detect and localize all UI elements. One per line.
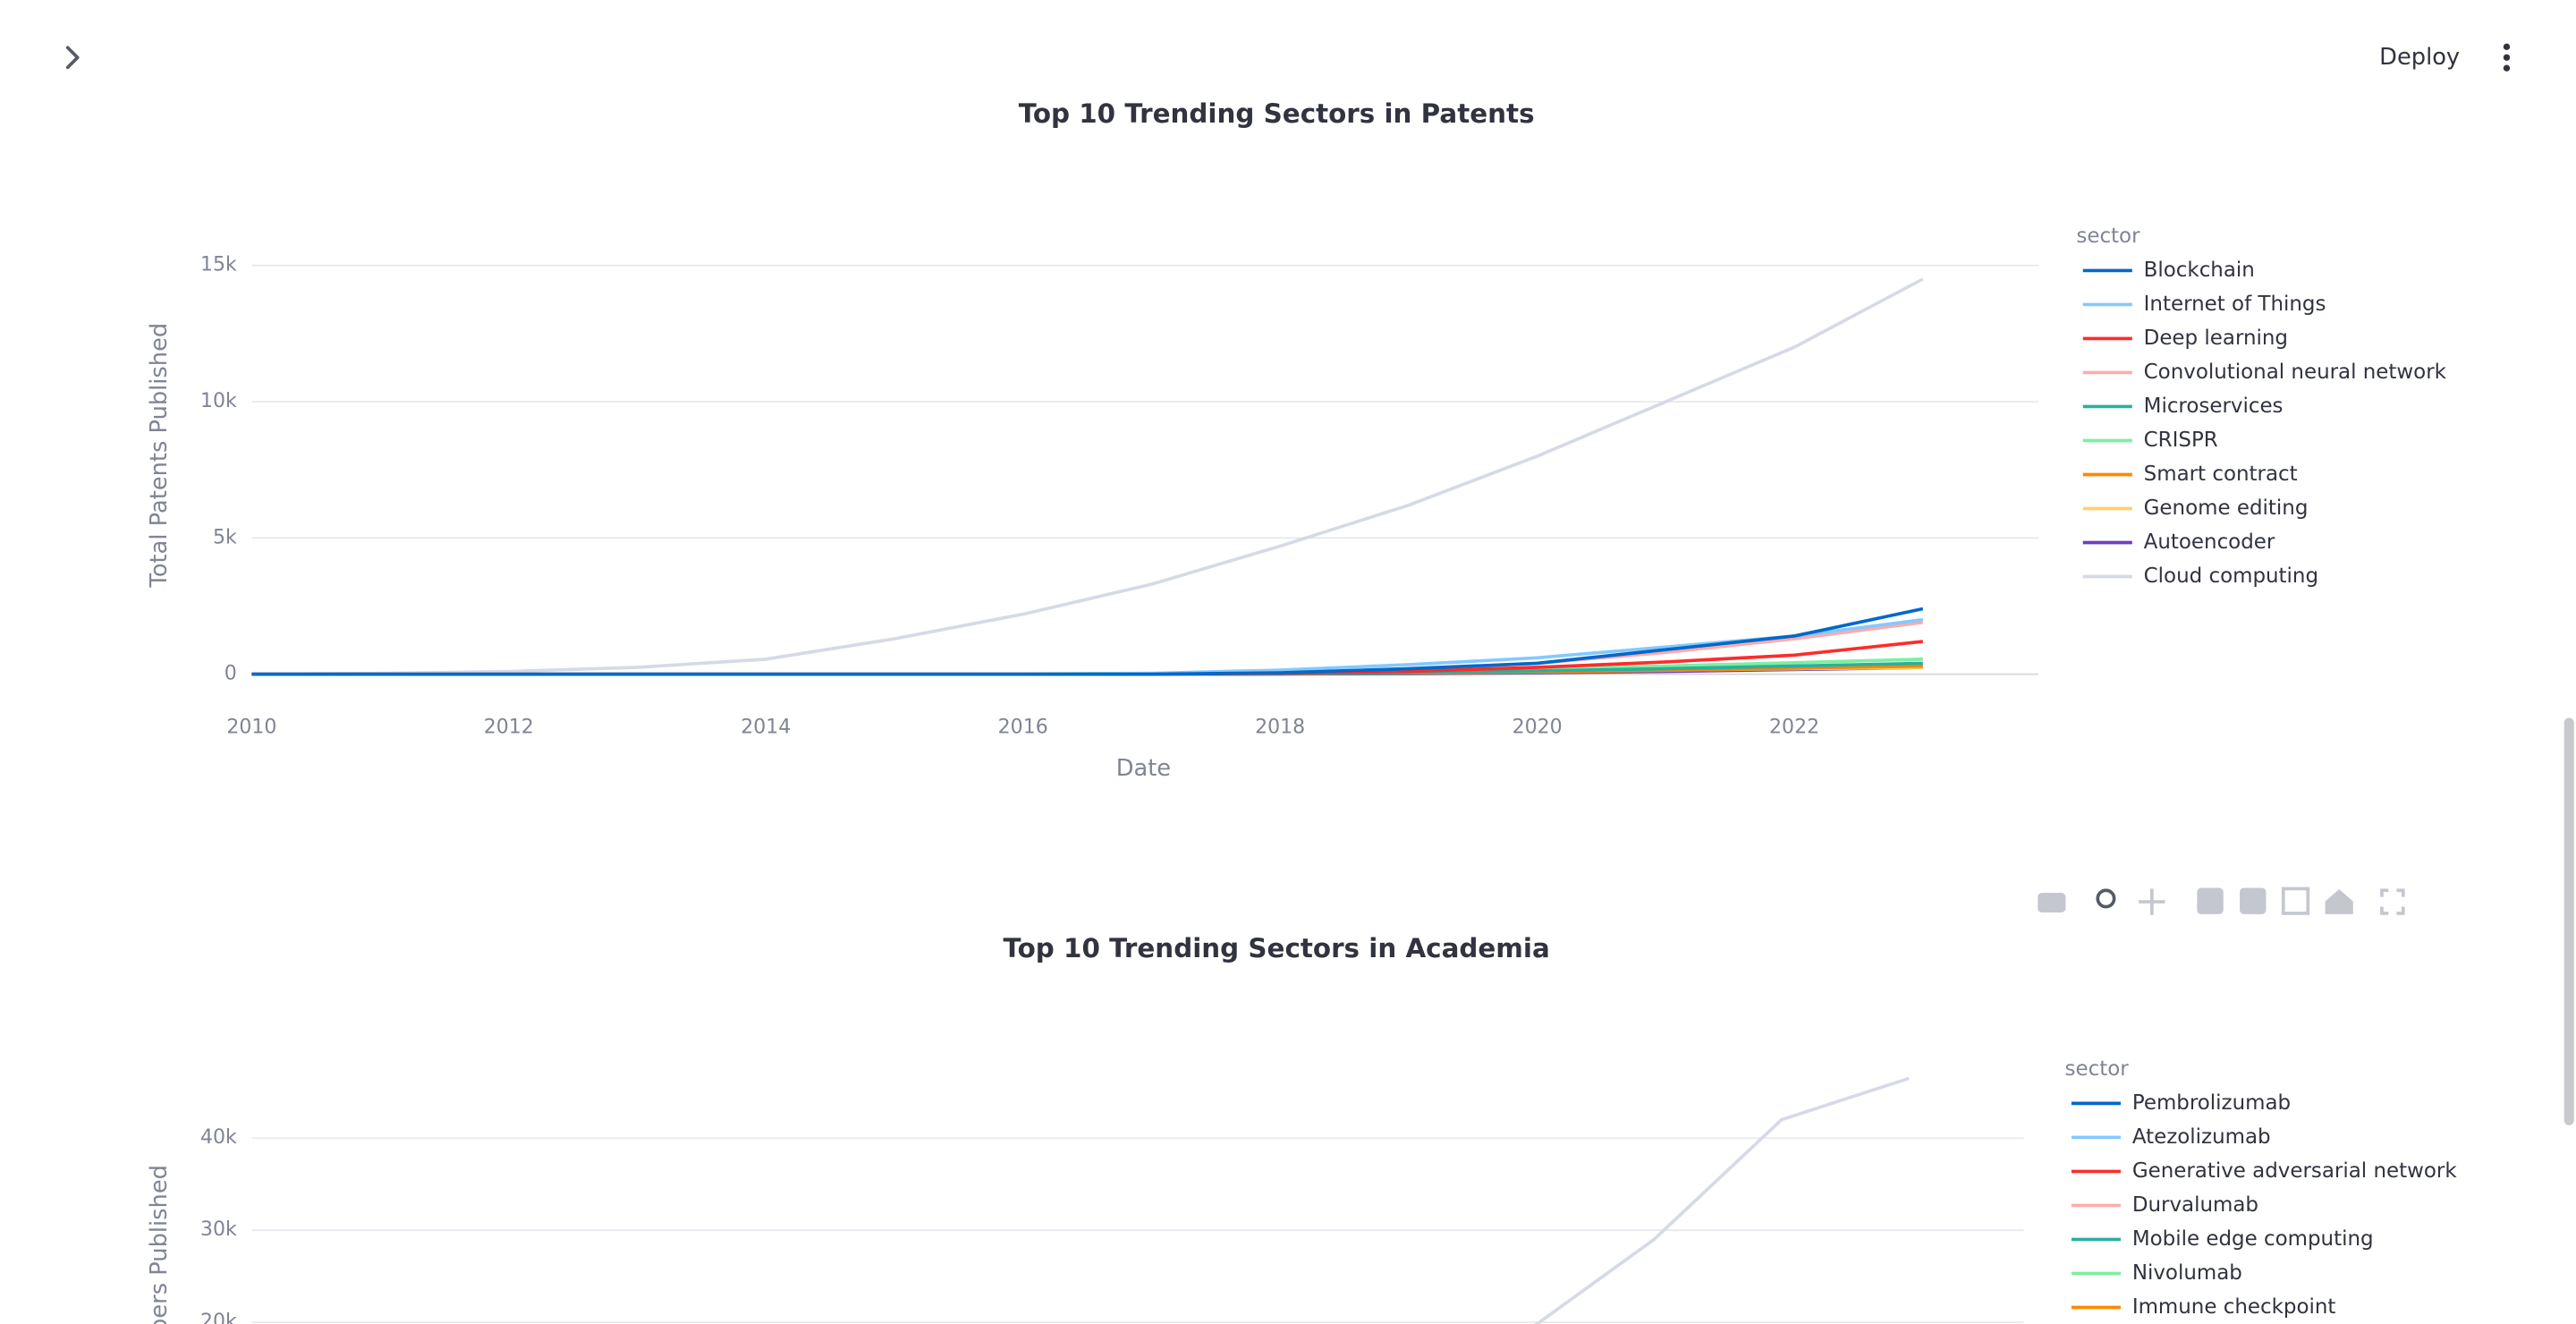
chart: Top 10 Trending Sectors in Academia010k2… xyxy=(146,933,2457,1324)
x-axis-title: Date xyxy=(1116,755,1171,782)
x-tick-label: 2014 xyxy=(741,716,791,738)
legend-label: Atezolizumab xyxy=(2132,1125,2271,1149)
legend-label: Microservices xyxy=(2144,395,2284,418)
chart: Top 10 Trending Sectors in Patents 0 5k 10k… xyxy=(146,98,2447,782)
y-tick-label: 0 xyxy=(225,663,237,685)
y-axis-title: Total Patents Published xyxy=(146,323,173,589)
chart-toolbar xyxy=(2038,887,2405,915)
series-line xyxy=(251,277,1924,676)
x-tick-label: 2012 xyxy=(484,716,534,738)
legend-label: Autoencoder xyxy=(2144,530,2275,554)
y-tick-label: 10k xyxy=(200,390,237,412)
legend-label: Convolutional neural network xyxy=(2144,361,2447,384)
autoscale-icon[interactable] xyxy=(2281,887,2310,915)
x-tick-label: 2020 xyxy=(1513,716,1563,738)
y-tick-label: 5k xyxy=(213,526,237,548)
y-tick-label: 20k xyxy=(200,1311,237,1324)
download-icon[interactable] xyxy=(2038,892,2066,913)
pan-icon[interactable] xyxy=(2139,888,2165,915)
legend-label: Deep learning xyxy=(2144,327,2288,350)
zoom-in-icon[interactable] xyxy=(2197,887,2224,914)
chart-title: Top 10 Trending Sectors in Academia xyxy=(1003,933,1549,963)
y-tick-label: 40k xyxy=(200,1126,237,1149)
x-tick-label: 2010 xyxy=(226,716,276,738)
legend-label: Mobile edge computing xyxy=(2132,1227,2374,1251)
fullscreen-icon[interactable] xyxy=(2380,888,2405,915)
legend-title: sector xyxy=(2076,225,2140,248)
legend-label: Immune checkpoint xyxy=(2132,1295,2336,1319)
legend-label: CRISPR xyxy=(2144,429,2218,452)
chart-title: Top 10 Trending Sectors in Patents xyxy=(1019,98,1535,129)
y-axis-title: Total Papers Published xyxy=(146,1165,173,1324)
main-menu[interactable] xyxy=(2503,43,2511,72)
legend-label: Cloud computing xyxy=(2144,564,2318,588)
x-tick-label: 2022 xyxy=(1769,716,1819,738)
plot-lines xyxy=(251,277,1924,676)
legend-label: Pembrolizumab xyxy=(2132,1091,2291,1115)
legend-label: Genome editing xyxy=(2144,496,2309,520)
deploy-button[interactable]: Deploy xyxy=(2379,44,2460,71)
y-tick-label: 30k xyxy=(200,1218,237,1241)
x-tick-label: 2018 xyxy=(1255,716,1305,738)
legend-label: Durvalumab xyxy=(2132,1193,2258,1217)
legend-label: Internet of Things xyxy=(2144,293,2326,316)
x-tick-label: 2016 xyxy=(998,716,1048,738)
reset-icon[interactable] xyxy=(2325,889,2353,914)
y-tick-label: 15k xyxy=(200,254,237,276)
legend-label: Blockchain xyxy=(2144,259,2255,282)
sidebar-toggle[interactable] xyxy=(65,46,80,70)
zoom-icon[interactable] xyxy=(2096,888,2116,909)
plot-lines xyxy=(1534,1076,1910,1324)
legend-label: Smart contract xyxy=(2144,463,2298,486)
legend-title: sector xyxy=(2065,1057,2130,1081)
series-line xyxy=(251,607,1924,676)
zoom-out-icon[interactable] xyxy=(2240,887,2267,914)
series-line xyxy=(1534,1076,1910,1324)
legend-label: Nivolumab xyxy=(2132,1261,2242,1285)
scrollbar-thumb[interactable] xyxy=(2563,717,2574,1125)
scrollbar-track xyxy=(2561,0,2576,1324)
legend-label: Generative adversarial network xyxy=(2132,1159,2457,1183)
